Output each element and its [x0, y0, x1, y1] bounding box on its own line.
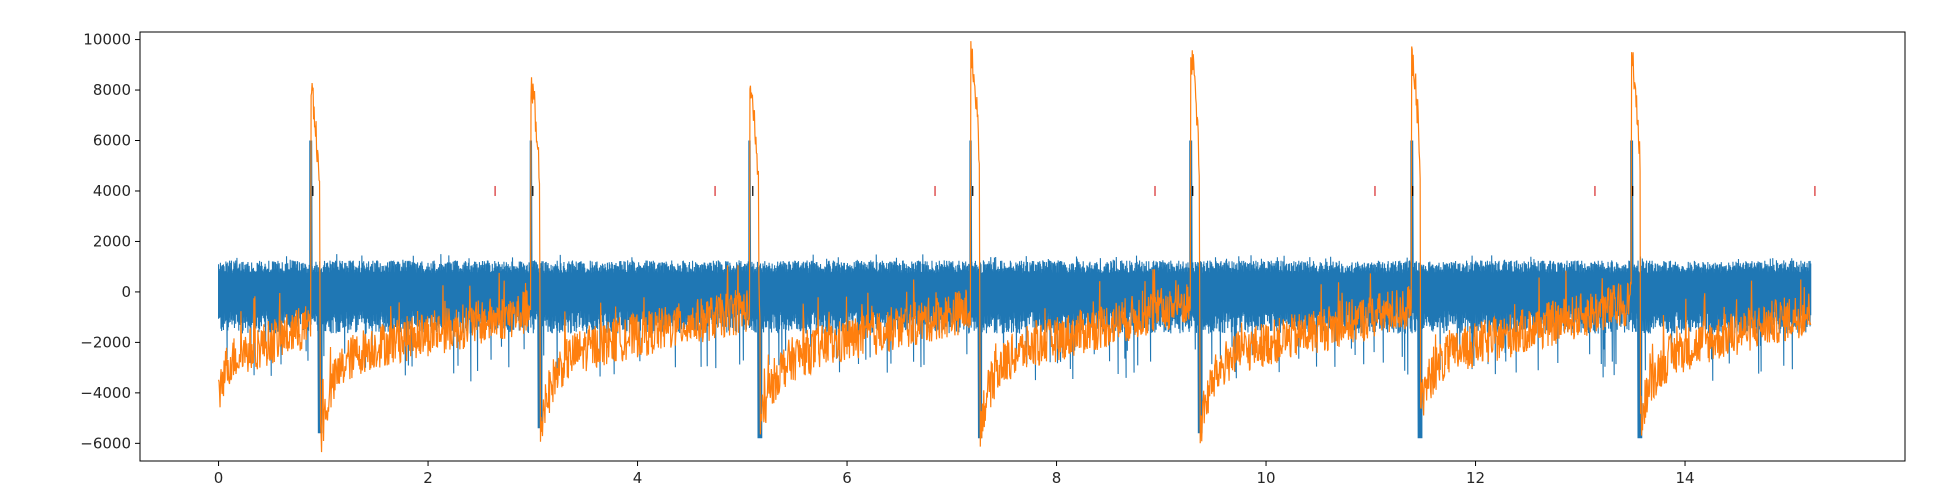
x-tick-label: 6 [842, 469, 852, 487]
y-tick-label: −6000 [80, 434, 131, 452]
axes-frame [139, 31, 1906, 462]
x-tick-label: 14 [1675, 469, 1694, 487]
y-tick-label: 10000 [83, 31, 131, 49]
y-tick-label: 0 [121, 283, 131, 301]
x-tick-label: 2 [423, 469, 433, 487]
x-tick-label: 0 [214, 469, 224, 487]
y-tick-label: 8000 [93, 81, 131, 99]
x-tick-label: 8 [1052, 469, 1062, 487]
series-orange-line [217, 41, 1812, 453]
y-tick-label: 6000 [93, 132, 131, 150]
y-tick-label: 4000 [93, 182, 131, 200]
y-tick-label: −2000 [80, 333, 131, 351]
plot-area [217, 41, 1812, 453]
markers [312, 185, 1816, 196]
x-axis: 0 2 4 6 8 10 12 14 [214, 461, 1695, 487]
y-axis: −6000 −4000 −2000 0 2000 4000 6000 8000 10000 [80, 31, 140, 452]
x-tick-label: 4 [633, 469, 643, 487]
x-tick-label: 10 [1256, 469, 1275, 487]
x-tick-label: 12 [1466, 469, 1485, 487]
y-tick-label: −4000 [80, 384, 131, 402]
y-tick-label: 2000 [93, 232, 131, 250]
